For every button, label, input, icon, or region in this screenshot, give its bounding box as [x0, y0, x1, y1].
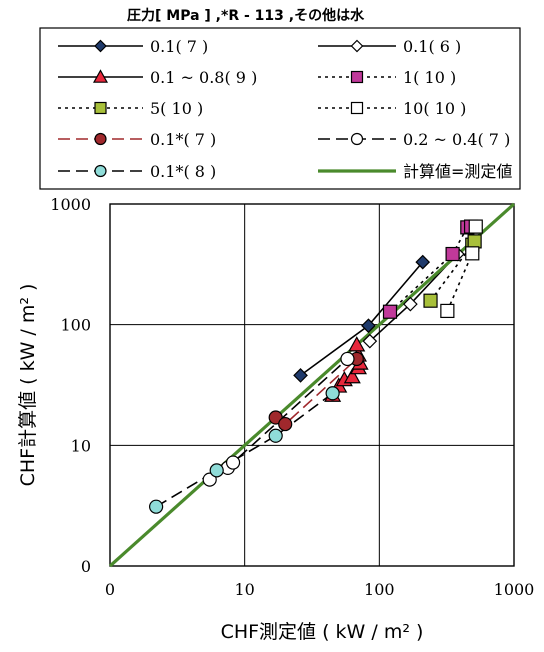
legend-label: 1( 10 ): [403, 68, 456, 87]
y-tick-label: 1000: [50, 195, 91, 214]
y-tick-label: 0: [81, 557, 91, 576]
data-point: [465, 246, 480, 261]
data-points: [149, 219, 483, 514]
legend-label: 0.1( 6 ): [403, 37, 461, 56]
data-point: [325, 386, 340, 401]
legend-label: 0.1 ~ 0.8( 9 ): [150, 68, 257, 87]
legend-marker: [94, 101, 107, 115]
legend-marker: [350, 39, 364, 53]
data-point: [149, 499, 164, 514]
data-point: [403, 296, 418, 312]
legend-marker: [92, 69, 109, 83]
data-point: [362, 333, 378, 349]
y-axis-title: CHF計算値 ( kW / m² ): [17, 284, 39, 487]
data-point: [348, 336, 366, 352]
legend-marker: [350, 132, 364, 146]
legend-label: 0.1*( 7 ): [150, 130, 216, 149]
x-tick-label: 0: [105, 580, 115, 599]
data-point: [225, 455, 241, 470]
legend-label: 10( 10 ): [403, 99, 466, 118]
legend-label: 計算値=測定値: [403, 162, 512, 181]
legend-label: 0.1( 7 ): [150, 37, 208, 56]
data-point: [361, 318, 376, 334]
series-line: [108, 202, 516, 568]
y-tick-label: 100: [60, 316, 91, 335]
legend-marker: [350, 101, 364, 115]
x-tick-label: 10: [234, 580, 254, 599]
x-axis-title: CHF測定値 ( kW / m² ): [221, 621, 424, 643]
y-tick-label: 10: [71, 436, 91, 455]
series-line: [389, 225, 472, 313]
legend-label: 0.1*( 8 ): [150, 162, 216, 181]
data-point: [440, 303, 455, 319]
data-point: [209, 463, 224, 478]
x-tick-label: 100: [364, 580, 395, 599]
legend-marker: [350, 70, 364, 84]
legend-label: 5( 10 ): [150, 99, 203, 118]
legend: 圧力[ MPa ] ,*R - 113 ,その他は水 0.1( 7 ) 0.1( 6…: [39, 7, 521, 190]
data-point: [445, 246, 460, 262]
data-point: [293, 368, 308, 383]
data-point: [468, 219, 483, 234]
legend-marker: [94, 132, 107, 146]
data-point: [340, 351, 355, 367]
x-tick-label: 1000: [494, 580, 535, 599]
legend-box: [39, 27, 521, 190]
data-point: [467, 234, 482, 249]
legend-label: 0.2 ~ 0.4( 7 ): [403, 130, 510, 149]
data-point: [278, 416, 293, 432]
legend-marker: [94, 39, 107, 53]
plot-area: 0 10 100 1000 0 10 100 1000 CHF測定値 ( kW / m² ) CH…: [17, 195, 534, 643]
data-point: [343, 368, 361, 384]
legend-marker: [94, 164, 107, 178]
data-point: [268, 428, 283, 443]
data-point: [423, 293, 438, 308]
data-point: [382, 304, 398, 319]
data-point: [415, 254, 431, 270]
legend-title: 圧力[ MPa ] ,*R - 113 ,その他は水: [127, 7, 365, 24]
